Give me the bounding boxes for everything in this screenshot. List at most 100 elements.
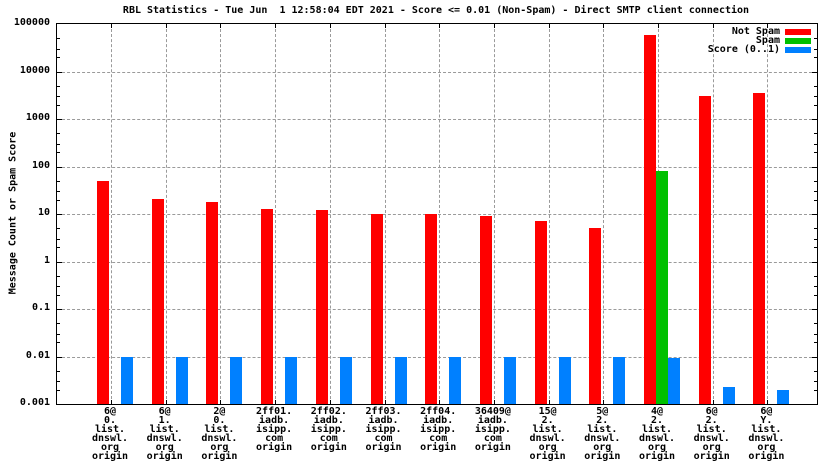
y-tick-minor [814,96,817,98]
y-tick-minor [814,275,817,277]
x-tick-top [493,24,495,28]
bar-not-spam [644,34,656,404]
y-tick-major [57,356,62,358]
y-gridline [57,119,817,120]
x-tick-bottom [220,400,222,404]
x-tick-top [384,24,386,28]
x-tick-top [712,24,714,28]
x-category-label: 6@ 1. list. dnswl. org origin [146,406,183,462]
y-tick-minor [814,143,817,145]
x-tick-top [439,24,441,28]
x-tick-bottom [111,400,112,404]
bar-score-0-1 [449,356,462,404]
x-category-label: 36409@ iadb. isipp. com origin [474,406,511,453]
y-tick-label: 10 [37,207,50,218]
x-gridline [329,24,331,404]
y-tick-minor [814,133,817,135]
y-tick-minor [814,342,817,344]
x-tick-top [767,24,769,28]
y-tick-major [812,214,817,215]
y-tick-minor [814,48,817,50]
x-category-label: 2ff02. iadb. isipp. com origin [310,406,347,453]
bar-score-0-1 [285,356,298,404]
bar-score-0-1 [394,356,407,404]
y-tick-major [812,71,817,73]
bar-not-spam [97,180,109,404]
y-tick-minor [814,286,817,288]
y-tick-label: 100000 [13,17,50,28]
y-tick-minor [57,191,60,193]
x-gridline [165,24,167,404]
y-gridline [57,166,817,168]
plot-area: Not Spam Spam Score (0..1) [56,23,818,405]
bar-score-0-1 [722,386,735,404]
y-tick-minor [57,342,60,344]
y-tick-minor [814,152,817,154]
x-tick-top [548,24,550,28]
x-gridline [493,24,495,404]
y-tick-minor [814,389,817,391]
bar-not-spam [261,208,274,404]
bar-not-spam [206,201,219,404]
bar-score-0-1 [121,356,133,404]
y-tick-minor [57,57,60,59]
x-tick-top [111,24,112,28]
x-tick-bottom [165,400,167,404]
bar-not-spam [534,221,547,404]
y-tick-major [812,261,817,263]
y-tick-minor [814,228,817,230]
bar-not-spam [479,216,492,404]
x-tick-bottom [439,400,441,404]
x-tick-top [165,24,167,28]
y-tick-minor [814,238,817,240]
y-tick-minor [57,370,60,372]
bar-not-spam [698,96,711,404]
y-tick-minor [814,333,817,335]
bar-spam [656,171,668,404]
bar-not-spam [753,92,766,404]
x-category-label: 15@ 2. list. dnswl. org origin [529,406,566,462]
x-gridline [712,24,714,404]
y-tick-minor [814,381,817,383]
y-tick-major [57,214,62,215]
x-category-label: 2@ 0. list. dnswl. org origin [201,406,238,462]
x-tick-bottom [603,400,605,404]
y-tick-minor [57,143,60,145]
chart-title: RBL Statistics - Tue Jun 1 12:58:04 EDT … [122,5,750,16]
y-tick-minor [814,191,817,193]
y-tick-minor [814,180,817,182]
y-tick-label: 10000 [19,64,50,76]
y-tick-minor [57,152,60,154]
y-tick-label: 1000 [25,112,50,123]
y-tick-minor [57,180,60,182]
x-tick-bottom [548,400,550,404]
x-gridline [111,24,112,404]
bar-not-spam [589,228,602,404]
x-category-label: 2ff04. iadb. isipp. com origin [420,406,457,453]
y-tick-minor [57,38,60,40]
legend-row: Score (0..1) [708,45,811,55]
y-tick-minor [814,370,817,372]
y-tick-major [57,71,62,73]
y-tick-minor [814,104,817,106]
x-tick-top [275,24,277,28]
y-tick-major [812,356,817,358]
x-category-label: 4@ 2. list. dnswl. org origin [638,406,676,462]
x-tick-bottom [767,400,769,404]
bar-score-0-1 [230,356,243,404]
y-tick-minor [57,104,60,106]
x-category-label: 6@ Y. list. dnswl. org origin [748,406,785,462]
x-gridline [384,24,386,404]
x-gridline [439,24,441,404]
y-tick-minor [814,247,817,249]
y-tick-minor [57,228,60,230]
y-tick-label: 0.001 [19,397,50,408]
y-tick-major [812,309,817,310]
x-category-label: 6@ 0. list. dnswl. org origin [91,406,129,462]
y-tick-minor [57,133,60,135]
legend-swatch-score-0-1 [785,46,811,53]
y-tick-major [57,309,62,310]
y-tick-minor [57,85,60,87]
x-gridline [767,24,769,404]
